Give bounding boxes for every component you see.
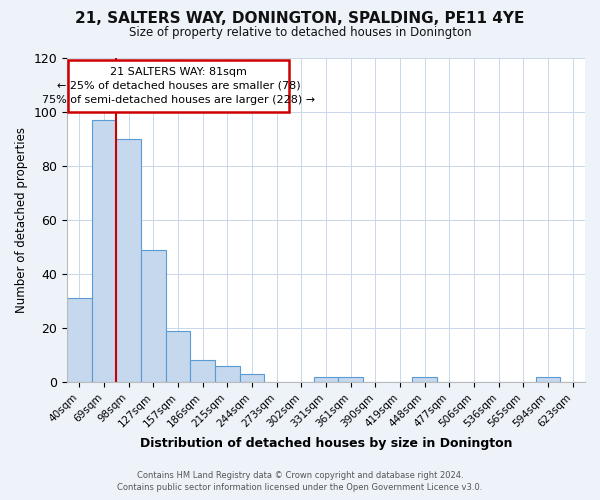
Text: Size of property relative to detached houses in Donington: Size of property relative to detached ho… [128, 26, 472, 39]
Text: 21, SALTERS WAY, DONINGTON, SPALDING, PE11 4YE: 21, SALTERS WAY, DONINGTON, SPALDING, PE… [76, 11, 524, 26]
FancyBboxPatch shape [68, 60, 289, 112]
X-axis label: Distribution of detached houses by size in Donington: Distribution of detached houses by size … [140, 437, 512, 450]
Bar [338, 376, 363, 382]
Bar [141, 250, 166, 382]
Bar [412, 376, 437, 382]
Bar [190, 360, 215, 382]
Bar [67, 298, 92, 382]
Bar [240, 374, 265, 382]
Text: 21 SALTERS WAY: 81sqm
← 25% of detached houses are smaller (78)
75% of semi-deta: 21 SALTERS WAY: 81sqm ← 25% of detached … [42, 67, 315, 105]
Text: Contains HM Land Registry data © Crown copyright and database right 2024.
Contai: Contains HM Land Registry data © Crown c… [118, 471, 482, 492]
Y-axis label: Number of detached properties: Number of detached properties [15, 127, 28, 313]
Bar [314, 376, 338, 382]
Bar [92, 120, 116, 382]
Bar [215, 366, 240, 382]
Bar [166, 330, 190, 382]
Bar [536, 376, 560, 382]
Bar [116, 138, 141, 382]
